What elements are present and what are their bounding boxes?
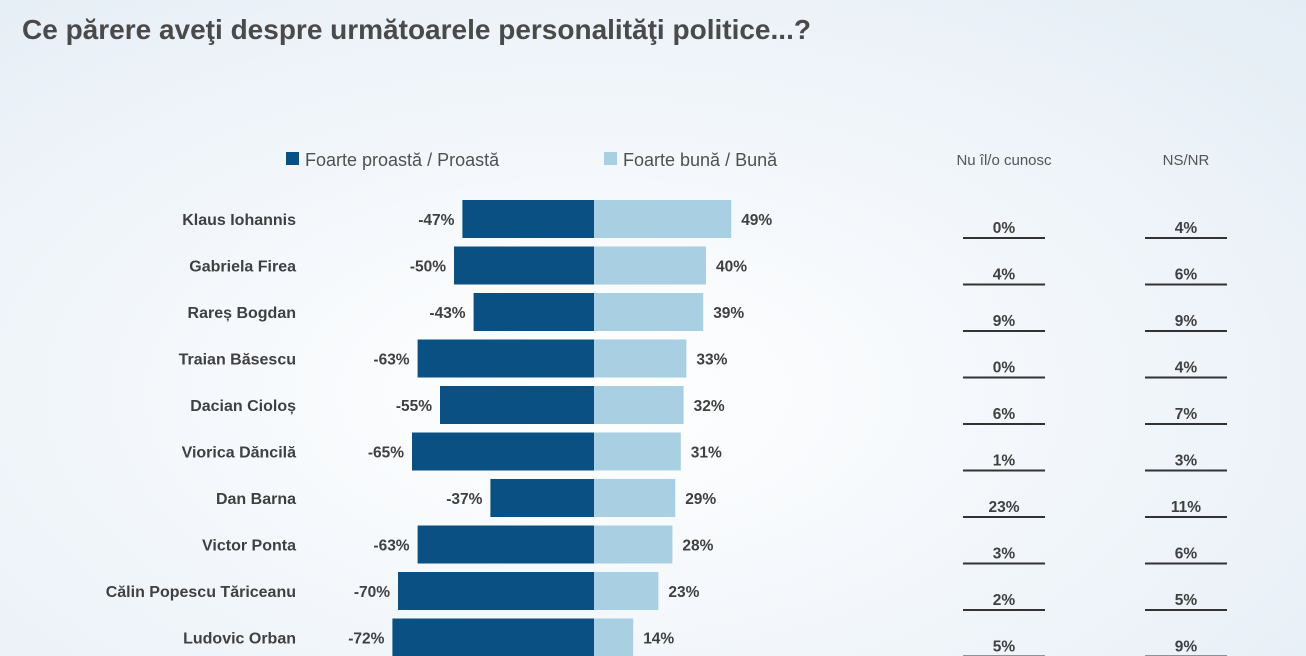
column-header-unknown: Nu îl/o cunosc [956, 152, 1052, 169]
data-label-negative: -37% [446, 491, 482, 508]
data-label-positive: 23% [668, 584, 699, 601]
bar-positive [594, 339, 687, 378]
data-label-positive: 33% [696, 352, 727, 369]
data-label-positive: 32% [694, 398, 725, 415]
bar-positive [594, 246, 706, 285]
bar-negative [454, 246, 594, 285]
bar-positive [594, 432, 681, 471]
data-label-positive: 31% [691, 445, 722, 462]
data-label-negative: -65% [368, 445, 404, 462]
data-label-positive: 49% [741, 212, 772, 229]
nsnr-value: 6% [1175, 267, 1198, 284]
data-label-positive: 29% [685, 491, 716, 508]
category-label: Ludovic Orban [183, 631, 296, 648]
nsnr-value: 4% [1175, 220, 1198, 237]
page-title: Ce părere aveţi despre următoarele perso… [22, 14, 811, 45]
category-label: Viorica Dăncilă [182, 445, 297, 462]
data-label-negative: -47% [418, 212, 454, 229]
category-label: Gabriela Firea [189, 259, 296, 276]
column-header-nsnr: NS/NR [1163, 152, 1210, 169]
legend-label-negative: Foarte proastă / Proastă [305, 150, 500, 170]
bar-negative [462, 200, 594, 238]
unknown-value: 0% [993, 360, 1016, 377]
bar-positive [594, 293, 704, 331]
nsnr-value: 7% [1175, 406, 1198, 423]
data-label-negative: -72% [348, 631, 384, 648]
nsnr-value: 9% [1175, 313, 1198, 330]
nsnr-value: 11% [1171, 499, 1201, 516]
bar-negative [440, 386, 594, 424]
unknown-value: 5% [993, 639, 1016, 656]
unknown-value: 3% [993, 546, 1016, 563]
legend-label-positive: Foarte bună / Bună [623, 150, 778, 170]
unknown-value: 6% [993, 406, 1016, 423]
data-label-negative: -43% [429, 305, 465, 322]
data-label-positive: 39% [713, 305, 744, 322]
bar-positive [594, 479, 676, 517]
bar-positive [594, 200, 732, 238]
category-label: Dan Barna [216, 491, 296, 508]
nsnr-value: 3% [1175, 453, 1198, 470]
bar-negative [473, 293, 594, 331]
unknown-value: 23% [988, 499, 1019, 516]
nsnr-value: 9% [1175, 639, 1198, 656]
bar-negative [392, 618, 594, 656]
data-label-negative: -50% [410, 259, 446, 276]
nsnr-value: 6% [1175, 546, 1198, 563]
bar-negative [412, 432, 594, 471]
unknown-value: 0% [993, 220, 1016, 237]
nsnr-value: 5% [1175, 592, 1198, 609]
data-label-negative: -63% [373, 352, 409, 369]
category-label: Călin Popescu Tăriceanu [106, 584, 296, 601]
bar-negative [417, 525, 594, 564]
data-label-negative: -63% [373, 538, 409, 555]
unknown-value: 1% [993, 453, 1016, 470]
unknown-value: 4% [993, 267, 1016, 284]
bar-positive [594, 525, 673, 564]
bar-negative [417, 339, 594, 378]
bar-positive [594, 572, 659, 610]
data-label-positive: 28% [682, 538, 713, 555]
legend-swatch-negative [286, 152, 299, 165]
nsnr-value: 4% [1175, 360, 1198, 377]
data-label-positive: 40% [716, 259, 747, 276]
data-label-positive: 14% [643, 631, 674, 648]
unknown-value: 2% [993, 592, 1016, 609]
category-label: Klaus Iohannis [182, 212, 296, 229]
data-label-negative: -55% [396, 398, 432, 415]
category-label: Traian Băsescu [179, 352, 296, 369]
bar-negative [398, 572, 594, 610]
bar-positive [594, 618, 634, 656]
bar-negative [490, 479, 594, 517]
unknown-value: 9% [993, 313, 1016, 330]
legend-swatch-positive [604, 152, 617, 165]
data-label-negative: -70% [354, 584, 390, 601]
category-label: Dacian Cioloș [190, 398, 296, 415]
bar-positive [594, 386, 684, 424]
category-label: Rareș Bogdan [188, 305, 296, 322]
category-label: Victor Ponta [202, 538, 296, 555]
